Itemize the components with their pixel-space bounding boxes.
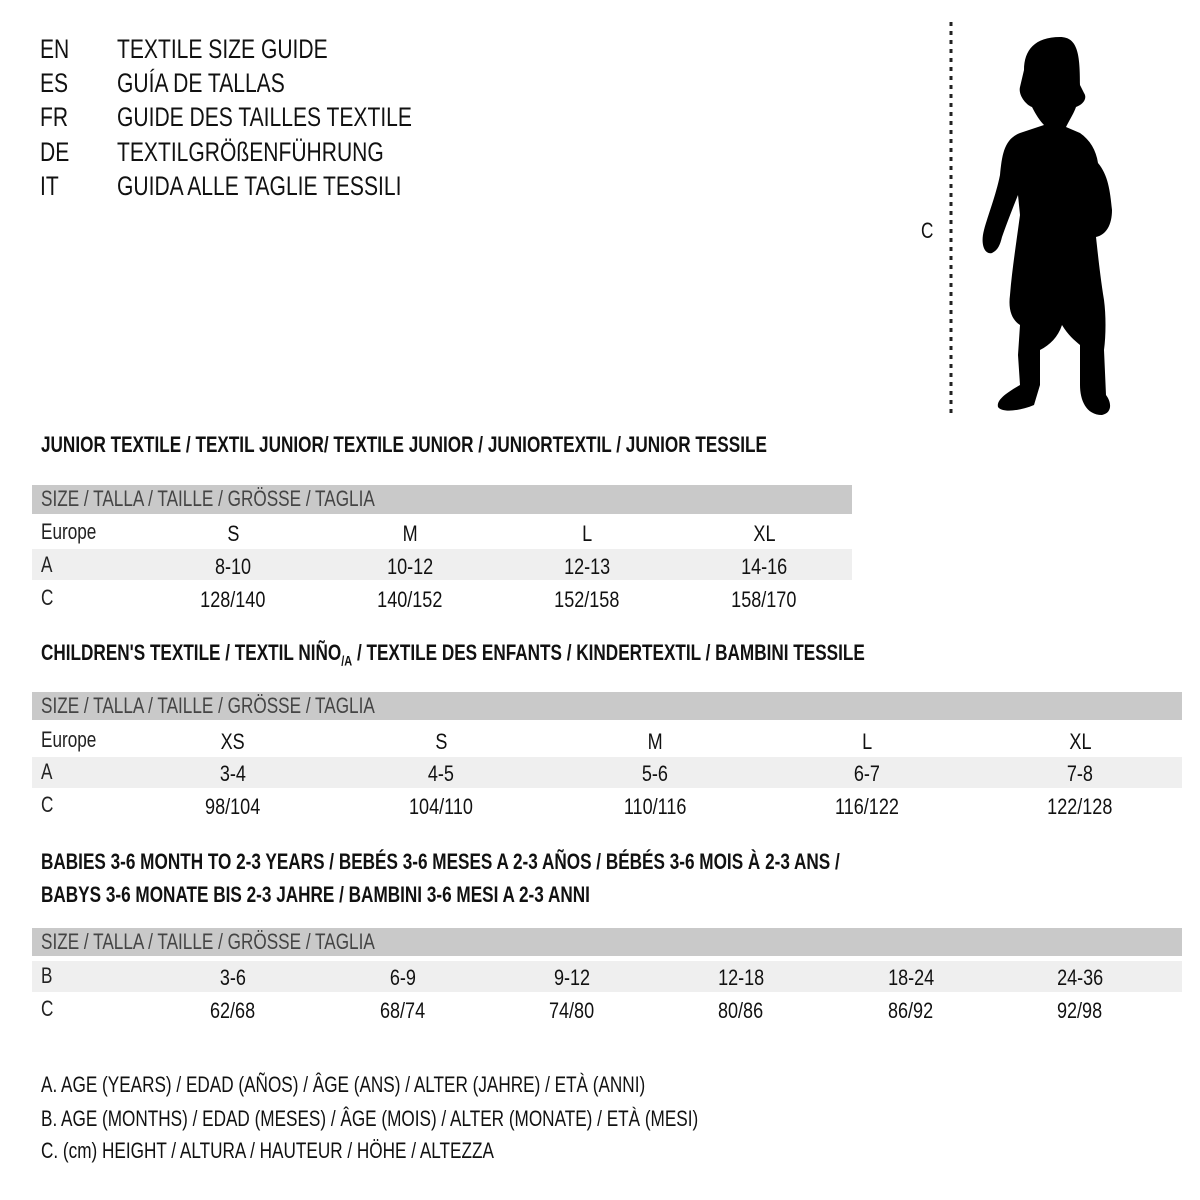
section-heading: BABIES 3-6 MONTH TO 2-3 YEARS / BEBÉS 3-… xyxy=(41,849,840,874)
lang-title: GUÍA DE TALLAS xyxy=(117,68,285,98)
row-shade xyxy=(32,549,852,580)
legend-item: B. AGE (MONTHS) / EDAD (MESES) / ÂGE (MO… xyxy=(41,1106,699,1131)
legend-item: C. (cm) HEIGHT / ALTURA / HAUTEUR / HÖHE… xyxy=(41,1138,494,1163)
lang-code: DE xyxy=(40,137,70,167)
section-heading: JUNIOR TEXTILE / TEXTIL JUNIOR/ TEXTILE … xyxy=(41,432,767,457)
table-cell: 4-5 xyxy=(427,761,455,786)
row-label: A xyxy=(41,552,53,577)
table-cell: 3-4 xyxy=(219,761,247,786)
table-cell: 80/86 xyxy=(718,998,764,1023)
table-cell: 152/158 xyxy=(554,587,620,612)
table-cell: XL xyxy=(1068,729,1092,754)
table-cell: 140/152 xyxy=(377,587,443,612)
table-cell: 24-36 xyxy=(1056,965,1104,990)
section-heading: BABYS 3-6 MONATE BIS 2-3 JAHRE / BAMBINI… xyxy=(41,882,590,907)
lang-code: IT xyxy=(40,171,59,201)
table-cell: 74/80 xyxy=(549,998,595,1023)
table-cell: 116/122 xyxy=(835,794,899,819)
table-cell: M xyxy=(402,521,418,546)
table-cell: 92/98 xyxy=(1057,998,1103,1023)
table-cell: 12-18 xyxy=(717,965,765,990)
lang-title: TEXTILE SIZE GUIDE xyxy=(117,34,328,64)
table-cell: 6-9 xyxy=(389,965,417,990)
row-label: B xyxy=(41,963,53,988)
section-heading: CHILDREN'S TEXTILE / TEXTIL NIÑO/A / TEX… xyxy=(41,640,865,669)
lang-code: ES xyxy=(40,68,69,98)
table-cell: 12-13 xyxy=(563,554,611,579)
size-header-text: SIZE / TALLA / TAILLE / GRÖSSE / TAGLIA xyxy=(41,486,375,511)
table-cell: 7-8 xyxy=(1066,761,1094,786)
table-cell: 158/170 xyxy=(731,587,797,612)
row-label: C xyxy=(41,996,54,1021)
table-cell: 6-7 xyxy=(853,761,881,786)
size-header-text: SIZE / TALLA / TAILLE / GRÖSSE / TAGLIA xyxy=(41,929,375,954)
table-cell: 5-6 xyxy=(641,761,669,786)
table-cell: 128/140 xyxy=(200,587,266,612)
lang-title: GUIDE DES TAILLES TEXTILE xyxy=(117,102,412,132)
row-label: C xyxy=(41,585,54,610)
row-shade xyxy=(32,961,1182,992)
table-cell: XL xyxy=(752,521,776,546)
table-cell: 122/128 xyxy=(1047,794,1113,819)
table-cell: 98/104 xyxy=(205,794,261,819)
size-header-bar xyxy=(32,692,1182,720)
lang-title: GUIDA ALLE TAGLIE TESSILI xyxy=(117,171,402,201)
table-cell: 9-12 xyxy=(553,965,591,990)
size-header-bar xyxy=(32,485,852,514)
table-cell: 110/116 xyxy=(623,794,687,819)
table-cell: 104/110 xyxy=(409,794,473,819)
table-cell: 14-16 xyxy=(740,554,788,579)
lang-code: EN xyxy=(40,34,70,64)
table-cell: 68/74 xyxy=(380,998,426,1023)
measure-label: C xyxy=(921,218,934,243)
legend-item: A. AGE (YEARS) / EDAD (AÑOS) / ÂGE (ANS)… xyxy=(41,1072,646,1097)
table-cell: 62/68 xyxy=(210,998,256,1023)
row-label: C xyxy=(41,792,54,817)
table-cell: L xyxy=(861,729,873,754)
table-cell: L xyxy=(581,521,593,546)
table-cell: 8-10 xyxy=(214,554,252,579)
row-label: Europe xyxy=(41,727,97,752)
row-shade xyxy=(32,757,1182,788)
table-cell: 86/92 xyxy=(888,998,934,1023)
table-cell: M xyxy=(647,729,663,754)
table-cell: XS xyxy=(220,729,246,754)
table-cell: 10-12 xyxy=(386,554,434,579)
table-cell: 3-6 xyxy=(219,965,247,990)
lang-code: FR xyxy=(40,102,69,132)
size-header-text: SIZE / TALLA / TAILLE / GRÖSSE / TAGLIA xyxy=(41,693,375,718)
table-cell: 18-24 xyxy=(887,965,935,990)
table-cell: S xyxy=(226,521,240,546)
lang-title: TEXTILGRÖßENFÜHRUNG xyxy=(117,137,384,167)
row-label: Europe xyxy=(41,519,97,544)
table-cell: S xyxy=(434,729,448,754)
child-silhouette-icon xyxy=(949,22,1112,415)
size-header-bar xyxy=(32,928,1182,956)
row-label: A xyxy=(41,759,53,784)
